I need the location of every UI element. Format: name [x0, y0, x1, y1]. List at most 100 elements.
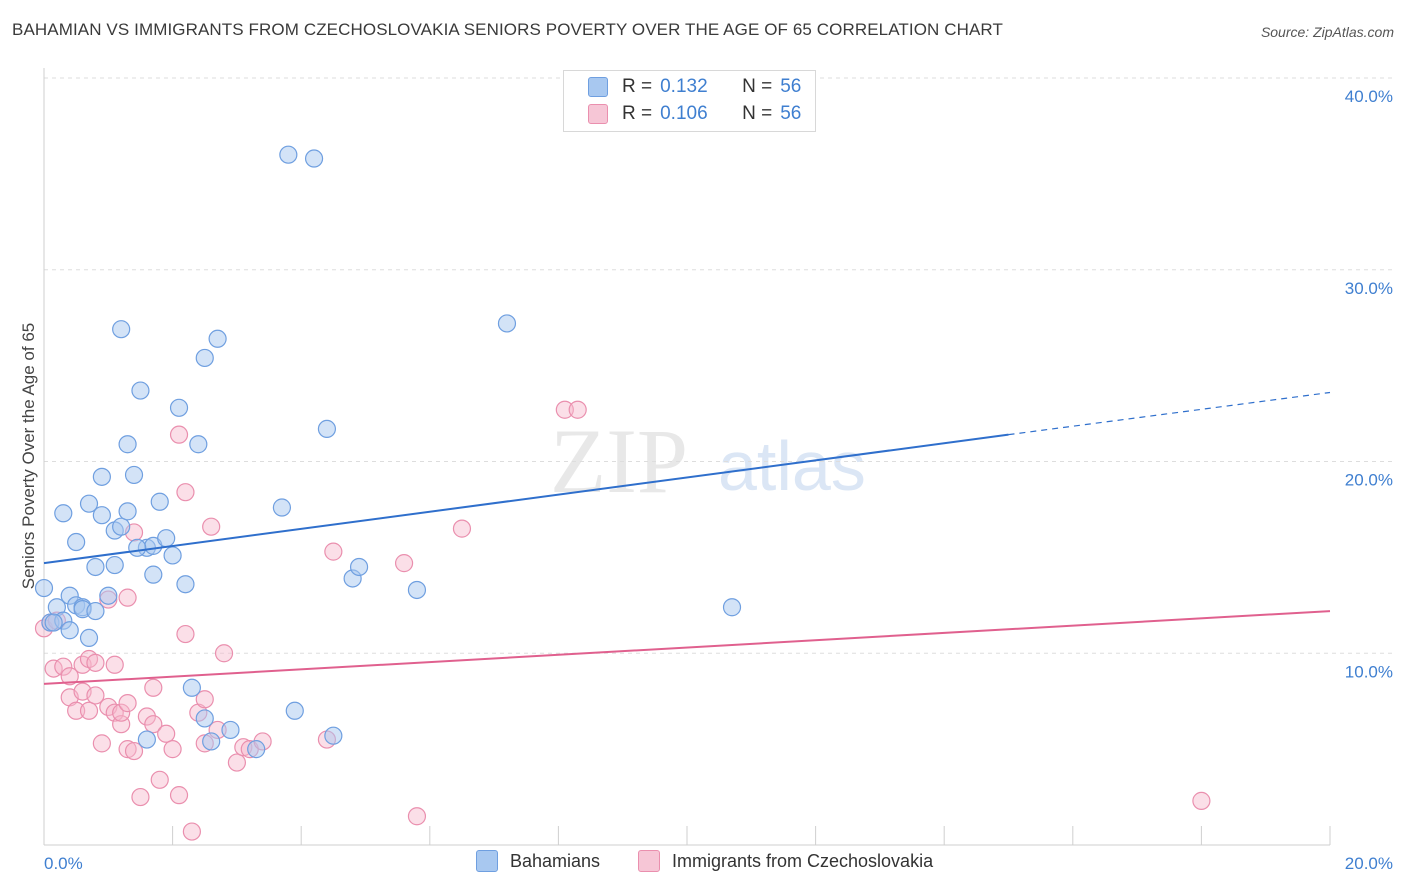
gridlines: [44, 77, 1392, 654]
data-point-bahamians: [144, 565, 163, 584]
data-point-czechoslovakia: [118, 694, 137, 713]
data-point-czechoslovakia: [124, 741, 144, 761]
data-point-bahamians: [79, 628, 99, 648]
data-point-czechoslovakia: [86, 686, 105, 705]
data-point-bahamians: [163, 546, 182, 565]
legend-swatch-blue: [588, 77, 608, 97]
y-axis-label: Seniors Poverty Over the Age of 65: [19, 323, 38, 589]
legend-swatch-blue: [476, 850, 498, 872]
data-point-bahamians: [105, 555, 124, 575]
data-point-bahamians: [92, 467, 111, 486]
data-point-czechoslovakia: [176, 483, 195, 502]
data-point-bahamians: [86, 601, 105, 621]
data-point-czechoslovakia: [407, 807, 427, 826]
data-point-czechoslovakia: [60, 667, 79, 686]
data-point-czechoslovakia: [54, 657, 73, 676]
legend-n-label: N =: [742, 103, 773, 124]
data-point-bahamians: [157, 529, 176, 548]
legend-row-czechoslovakia: R = 0.106 N = 56: [588, 102, 801, 126]
data-point-bahamians: [279, 145, 298, 164]
data-point-czechoslovakia: [163, 740, 182, 759]
data-point-czechoslovakia: [144, 678, 163, 697]
data-point-bahamians: [54, 504, 73, 523]
data-point-bahamians: [112, 320, 131, 339]
data-point-bahamians: [67, 532, 86, 552]
data-point-czechoslovakia: [176, 624, 195, 644]
y-tick-labels: 10.0% 20.0% 30.0% 40.0%: [1345, 87, 1393, 681]
data-point-bahamians: [131, 381, 150, 400]
data-point-czechoslovakia: [195, 690, 214, 709]
data-point-czechoslovakia: [169, 786, 189, 805]
data-point-czechoslovakia: [105, 655, 124, 674]
legend-r-value: 0.106: [660, 103, 708, 124]
legend-swatch-pink: [638, 850, 660, 872]
legend-r-label: R =: [622, 103, 653, 124]
data-point-bahamians: [189, 435, 208, 454]
data-point-bahamians: [124, 465, 144, 485]
data-point-czechoslovakia: [79, 701, 99, 720]
data-point-bahamians: [497, 314, 517, 333]
data-point-bahamians: [137, 730, 156, 749]
data-point-czechoslovakia: [118, 740, 137, 759]
data-point-bahamians: [272, 498, 292, 517]
data-point-bahamians: [247, 740, 266, 759]
legend-item-bahamians: Bahamians: [476, 850, 600, 872]
data-point-bahamians: [79, 494, 99, 513]
data-point-czechoslovakia: [227, 753, 246, 772]
trend-line-bahamians: [43, 433, 1009, 565]
legend-r-label: R =: [622, 76, 653, 97]
data-point-czechoslovakia: [452, 519, 472, 538]
data-point-czechoslovakia: [67, 701, 86, 720]
data-point-bahamians: [285, 701, 304, 720]
x-tick-label-max: 20.0%: [1345, 854, 1393, 873]
legend-item-czechoslovakia: Immigrants from Czechoslovakia: [638, 850, 933, 872]
legend-row-bahamians: R = 0.132 N = 56: [588, 75, 801, 99]
legend-label-bahamians: Bahamians: [510, 850, 601, 871]
data-point-bahamians: [202, 732, 221, 751]
axes: [43, 68, 1331, 846]
data-point-bahamians: [722, 598, 742, 617]
data-point-bahamians: [150, 492, 169, 511]
trend-line-bahamians-projection: [1008, 391, 1331, 436]
data-point-czechoslovakia: [92, 734, 111, 753]
data-point-bahamians: [128, 538, 147, 557]
data-point-czechoslovakia: [182, 822, 201, 841]
data-point-czechoslovakia: [555, 400, 574, 419]
data-point-bahamians: [349, 557, 369, 577]
data-point-czechoslovakia: [86, 653, 105, 672]
legend-label-czechoslovakia: Immigrants from Czechoslovakia: [672, 850, 934, 871]
y-tick-label: 20.0%: [1345, 471, 1393, 490]
chart-title: BAHAMIAN VS IMMIGRANTS FROM CZECHOSLOVAK…: [12, 20, 1003, 39]
data-point-czechoslovakia: [394, 554, 414, 573]
trend-lines: [43, 391, 1331, 685]
data-point-bahamians: [195, 709, 214, 728]
data-point-czechoslovakia: [568, 400, 587, 419]
legend-n-label: N =: [742, 76, 773, 97]
legend-swatch-pink: [588, 104, 608, 124]
data-point-bahamians: [221, 720, 240, 740]
data-point-czechoslovakia: [202, 517, 221, 536]
data-point-bahamians: [118, 502, 137, 521]
data-point-bahamians: [317, 419, 337, 439]
y-tick-label: 10.0%: [1345, 662, 1393, 681]
series-bahamians-points: [34, 145, 742, 759]
data-point-bahamians: [99, 586, 118, 605]
data-point-czechoslovakia: [1192, 791, 1211, 810]
data-point-bahamians: [407, 580, 427, 600]
data-point-czechoslovakia: [118, 588, 137, 607]
legend-r-value: 0.132: [660, 76, 708, 97]
watermark-zip: ZIP: [550, 410, 688, 512]
correlation-legend: R = 0.132 N = 56 R = 0.106 N = 56: [563, 70, 816, 132]
legend-n-value: 56: [780, 76, 802, 97]
x-tick-label-min: 0.0%: [44, 854, 83, 873]
data-point-czechoslovakia: [112, 703, 131, 722]
y-tick-label: 40.0%: [1345, 87, 1393, 106]
data-point-czechoslovakia: [157, 724, 176, 743]
data-point-bahamians: [324, 726, 343, 745]
data-point-bahamians: [182, 678, 201, 697]
data-point-bahamians: [208, 329, 227, 348]
data-point-bahamians: [112, 517, 131, 536]
data-point-bahamians: [86, 557, 105, 577]
data-point-czechoslovakia: [105, 703, 124, 722]
